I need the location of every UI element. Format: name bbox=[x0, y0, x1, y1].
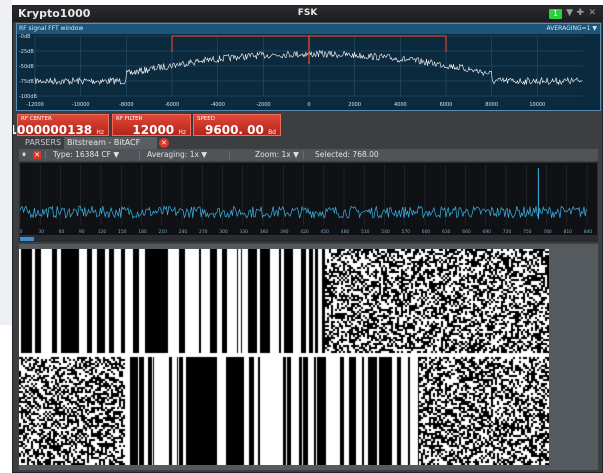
background-panel bbox=[0, 0, 12, 325]
rf-center-value: 1000000138 Hz bbox=[12, 123, 104, 137]
parser-tabs: PARSERS Bitstream - BitACF ✕ bbox=[13, 137, 602, 149]
acf-x-tick: 840 bbox=[584, 229, 593, 235]
window-number-badge[interactable]: 1 bbox=[549, 9, 562, 19]
close-icon[interactable]: ✕ bbox=[588, 8, 596, 18]
acf-x-tick: 660 bbox=[462, 229, 471, 235]
spectrum-x-tick: 10000 bbox=[529, 102, 545, 108]
rf-center-unit: Hz bbox=[96, 129, 104, 136]
acf-x-tick: 420 bbox=[300, 229, 309, 235]
acf-x-tick: 270 bbox=[199, 229, 208, 235]
speed-box[interactable]: SPEED 9600. 00 Bd bbox=[193, 114, 281, 137]
acf-x-tick: 30 bbox=[38, 229, 44, 235]
zoom-dropdown[interactable]: Zoom: 1x ▼ bbox=[255, 150, 299, 159]
acf-x-tick: 720 bbox=[503, 229, 512, 235]
acf-x-tick: 450 bbox=[320, 229, 329, 235]
acf-x-tick: 60 bbox=[59, 229, 65, 235]
spectrum-y-tick: -25dB bbox=[19, 49, 34, 55]
rf-spectrum-panel[interactable]: RF signal FFT window AVERAGING=1 ▼ -0dB -… bbox=[16, 23, 601, 111]
spectrum-x-tick: -10000 bbox=[72, 102, 90, 108]
type-dropdown[interactable]: Type: 16384 CF ▼ bbox=[53, 150, 120, 159]
mode-title: FSK bbox=[297, 8, 318, 18]
spectrum-x-tick: -2000 bbox=[256, 102, 271, 108]
acf-x-tick: 480 bbox=[341, 229, 350, 235]
bitstream-panel[interactable] bbox=[19, 244, 598, 470]
acf-x-tick: 570 bbox=[401, 229, 410, 235]
acf-x-tick: 150 bbox=[118, 229, 127, 235]
acf-trace bbox=[20, 205, 587, 219]
spectrum-x-tick: -6000 bbox=[165, 102, 180, 108]
spectrum-y-tick: -100dB bbox=[19, 94, 38, 100]
bitstream-image bbox=[19, 249, 549, 465]
acf-x-tick: 810 bbox=[563, 229, 572, 235]
acf-x-tick: 780 bbox=[543, 229, 552, 235]
krypto-window: Krypto1000 FSK 1 ▼ ✚ ✕ RF signal FFT win… bbox=[12, 5, 603, 473]
title-bar[interactable]: Krypto1000 FSK 1 ▼ ✚ ✕ bbox=[13, 6, 602, 22]
tab-close-icon[interactable]: ✕ bbox=[159, 138, 169, 148]
speed-unit: Bd bbox=[268, 129, 276, 136]
acf-x-tick: 180 bbox=[138, 229, 147, 235]
minimize-icon[interactable]: ▼ bbox=[566, 8, 573, 18]
acf-x-tick: 690 bbox=[482, 229, 491, 235]
pause-icon[interactable]: ⏸ bbox=[22, 150, 26, 159]
spectrum-x-tick: 4000 bbox=[394, 102, 407, 108]
acf-x-tick: 330 bbox=[239, 229, 248, 235]
stop-icon[interactable]: ✕ bbox=[33, 151, 41, 159]
spectrum-title: RF signal FFT window bbox=[19, 25, 84, 32]
acf-x-tick: 120 bbox=[98, 229, 107, 235]
rf-filter-box[interactable]: RF FILTER 12000 Hz bbox=[112, 114, 191, 137]
spectrum-y-tick: -0dB bbox=[19, 34, 31, 40]
acf-x-tick: 390 bbox=[280, 229, 289, 235]
horizontal-scrollbar[interactable] bbox=[19, 236, 598, 242]
spectrum-x-tick: -12000 bbox=[26, 102, 44, 108]
spectrum-x-tick: -8000 bbox=[119, 102, 134, 108]
spectrum-header: RF signal FFT window AVERAGING=1 ▼ bbox=[17, 24, 600, 34]
speed-label: SPEED bbox=[197, 116, 215, 122]
pin-icon[interactable]: ✚ bbox=[576, 8, 584, 18]
acf-x-tick: 300 bbox=[219, 229, 228, 235]
app-title: Krypto1000 bbox=[18, 7, 91, 20]
scrollbar-thumb[interactable] bbox=[20, 237, 34, 241]
speed-number: 9600. 00 bbox=[205, 123, 264, 137]
spectrum-plot[interactable]: -0dB -25dB -50dB -75dB -100dB -12000 -10000 -80… bbox=[17, 34, 600, 110]
acf-x-tick: 630 bbox=[442, 229, 451, 235]
spectrum-x-tick: 8000 bbox=[485, 102, 498, 108]
toolbar-divider bbox=[303, 151, 304, 159]
spectrum-x-tick: 2000 bbox=[348, 102, 361, 108]
tab-parsers[interactable]: PARSERS bbox=[25, 138, 62, 147]
spectrum-y-tick: -50dB bbox=[19, 64, 34, 70]
acf-x-tick: 360 bbox=[260, 229, 269, 235]
spectrum-y-tick: -75dB bbox=[19, 79, 34, 85]
selected-readout: Selected: 768.00 bbox=[315, 150, 379, 159]
rf-filter-unit: Hz bbox=[178, 129, 186, 136]
acf-x-tick: 210 bbox=[158, 229, 167, 235]
rf-filter-label: RF FILTER bbox=[116, 116, 143, 122]
rf-center-label: RF CENTER bbox=[21, 116, 52, 122]
toolbar-divider bbox=[229, 151, 230, 159]
averaging-select[interactable]: Averaging: 1x ▼ bbox=[147, 150, 208, 159]
toolbar-divider bbox=[139, 151, 140, 159]
rf-center-number: 1000000138 bbox=[12, 123, 93, 137]
tab-bitstream-bitacf[interactable]: Bitstream - BitACF bbox=[64, 137, 157, 149]
acf-x-tick: 600 bbox=[422, 229, 431, 235]
rf-center-box[interactable]: RF CENTER 1000000138 Hz bbox=[13, 114, 109, 137]
bitacf-panel[interactable]: 0 30 60 90 120 150 180 210 240 270 300 330 360 390 420… bbox=[19, 162, 598, 236]
bitacf-plot[interactable]: 0 30 60 90 120 150 180 210 240 270 300 330 360 390 420… bbox=[20, 163, 597, 235]
acf-x-tick: 750 bbox=[523, 229, 532, 235]
acf-x-tick: 510 bbox=[361, 229, 370, 235]
spectrum-x-tick: 6000 bbox=[440, 102, 453, 108]
rf-filter-value: 12000 Hz bbox=[132, 123, 186, 137]
acf-toolbar: ⏸ ✕ Type: 16384 CF ▼ Averaging: 1x ▼ Zoo… bbox=[19, 149, 598, 161]
acf-x-tick: 240 bbox=[179, 229, 188, 235]
averaging-dropdown[interactable]: AVERAGING=1 ▼ bbox=[546, 25, 597, 32]
spectrum-x-tick: -4000 bbox=[210, 102, 225, 108]
acf-x-tick: 90 bbox=[79, 229, 85, 235]
toolbar-divider bbox=[45, 151, 46, 159]
speed-value: 9600. 00 Bd bbox=[205, 123, 276, 137]
rf-filter-number: 12000 bbox=[132, 123, 175, 137]
acf-x-tick: 0 bbox=[20, 229, 23, 235]
spectrum-x-tick: 0 bbox=[307, 102, 310, 108]
acf-x-tick: 540 bbox=[381, 229, 390, 235]
